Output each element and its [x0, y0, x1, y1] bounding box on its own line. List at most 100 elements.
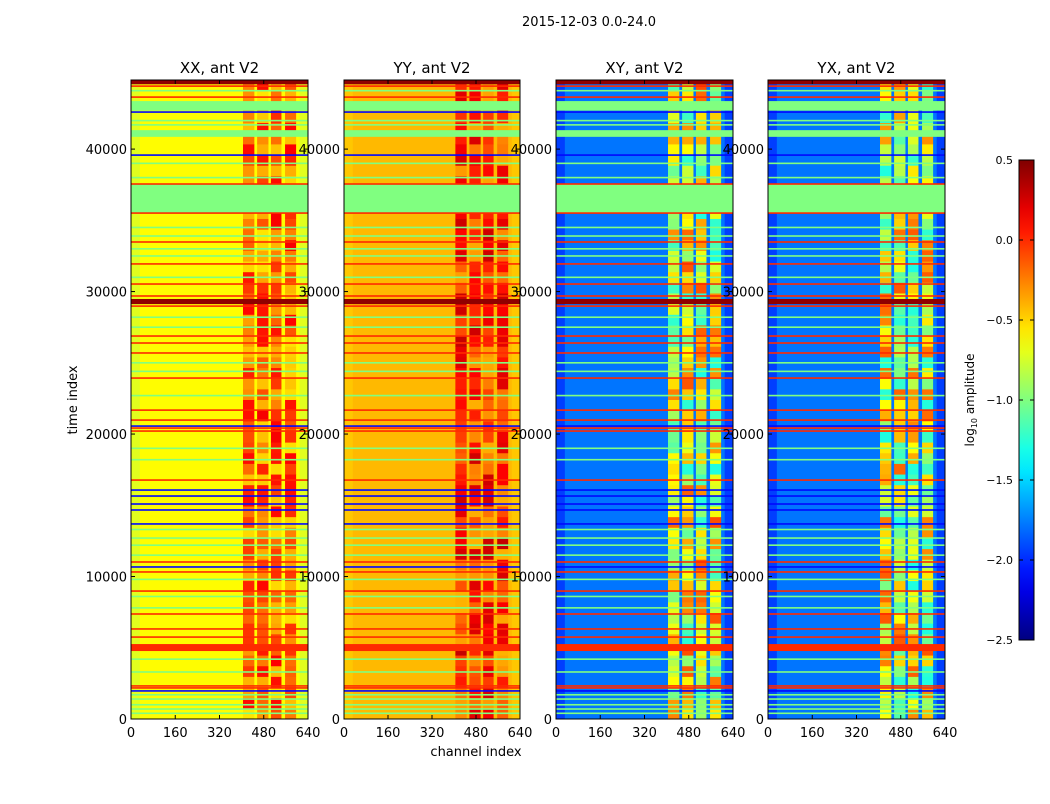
- flagged-band: [556, 101, 733, 111]
- blue-row-line: [556, 154, 733, 156]
- flagged-band: [556, 130, 733, 137]
- rfi-cell: [285, 239, 297, 251]
- rfi-cell: [455, 633, 467, 645]
- rfi-cell: [285, 175, 297, 187]
- green-row-line: [768, 595, 945, 598]
- rfi-cell: [257, 697, 269, 709]
- green-row-line: [768, 537, 945, 539]
- rfi-cell: [682, 218, 694, 230]
- rfi-cell: [270, 559, 282, 571]
- y-tick-label: 10000: [299, 571, 340, 586]
- rfi-cell: [285, 516, 297, 528]
- rfi-cell: [243, 580, 255, 592]
- rfi-cell: [922, 122, 934, 134]
- green-row-line: [768, 326, 945, 328]
- rfi-cell: [710, 399, 722, 411]
- red-row-line: [768, 295, 945, 297]
- rfi-cell: [922, 527, 934, 539]
- green-row-line: [768, 708, 945, 710]
- rfi-cell: [455, 111, 467, 124]
- rfi-cell: [455, 527, 467, 539]
- rfi-cell: [469, 431, 481, 443]
- rfi-cell: [894, 399, 906, 411]
- rfi-cell: [682, 378, 694, 390]
- rfi-cell: [455, 697, 467, 709]
- rfi-cell: [469, 452, 481, 464]
- rfi-cell: [668, 463, 680, 475]
- red-row-line: [131, 571, 308, 573]
- rfi-cell: [668, 431, 680, 443]
- rfi-cell: [907, 388, 919, 400]
- rfi-cell: [497, 175, 509, 187]
- rfi-cell: [257, 261, 269, 273]
- rfi-cell: [710, 143, 722, 156]
- red-row-line: [556, 183, 733, 185]
- flagged-band: [131, 101, 308, 111]
- rfi-cell: [695, 261, 707, 273]
- rfi-cell: [710, 506, 722, 518]
- rfi-cell: [710, 133, 722, 145]
- rfi-cell: [497, 229, 509, 241]
- rfi-cell: [894, 559, 906, 571]
- rfi-cell: [455, 388, 467, 400]
- rfi-cell: [483, 495, 494, 507]
- rfi-cell: [894, 229, 906, 241]
- rfi-cell: [880, 165, 892, 177]
- rfi-cell: [257, 410, 269, 422]
- rfi-cell: [483, 175, 494, 187]
- rfi-cell: [710, 229, 722, 241]
- rfi-cell: [285, 90, 297, 102]
- red-row-line: [556, 409, 733, 411]
- green-row-line: [556, 554, 733, 556]
- green-row-line: [768, 658, 945, 660]
- rfi-cell: [682, 293, 694, 305]
- red-row-line: [131, 419, 308, 421]
- rfi-cell: [483, 580, 494, 592]
- rfi-cell: [257, 388, 269, 400]
- rfi-cell: [285, 580, 297, 592]
- red-row-line: [131, 96, 308, 98]
- green-row-line: [768, 119, 945, 122]
- red-row-line: [131, 430, 308, 432]
- rfi-cell: [922, 388, 934, 400]
- red-row-line: [344, 430, 520, 432]
- rfi-cell: [682, 569, 694, 582]
- rfi-cell: [257, 506, 269, 518]
- rfi-cell: [695, 90, 707, 102]
- rfi-cell: [710, 697, 722, 709]
- rfi-cell: [497, 527, 509, 539]
- rfi-cell: [243, 527, 255, 539]
- rfi-cell: [469, 335, 481, 347]
- rfi-cell: [880, 537, 892, 550]
- x-tick-label: 320: [632, 726, 657, 741]
- rfi-cell: [285, 143, 297, 156]
- rfi-cell: [880, 111, 892, 124]
- rfi-cell: [285, 133, 297, 145]
- rfi-cell: [695, 697, 707, 709]
- rfi-cell: [710, 367, 722, 379]
- red-row-line: [556, 377, 733, 379]
- rfi-cell: [907, 346, 919, 358]
- rfi-cell: [907, 282, 919, 294]
- rfi-cell: [483, 633, 494, 645]
- rfi-cell: [695, 569, 707, 582]
- rfi-cell: [469, 633, 481, 645]
- rfi-cell: [270, 335, 282, 347]
- green-row-line: [556, 607, 733, 609]
- green-row-line: [768, 276, 945, 279]
- rfi-cell: [880, 122, 892, 134]
- rfi-cell: [880, 633, 892, 645]
- rfi-cell: [243, 463, 255, 475]
- red-row-line: [131, 613, 308, 615]
- rfi-cell: [455, 463, 467, 475]
- rfi-cell: [894, 537, 906, 550]
- rfi-cell: [668, 697, 680, 709]
- rfi-cell: [922, 612, 934, 624]
- rfi-cell: [922, 175, 934, 187]
- red-row-line: [131, 377, 308, 379]
- red-row-line: [344, 419, 520, 421]
- colorbar-tick-label: −1.5: [986, 474, 1013, 487]
- rfi-cell: [257, 527, 269, 539]
- rfi-cell: [668, 506, 680, 518]
- rfi-cell: [243, 346, 255, 358]
